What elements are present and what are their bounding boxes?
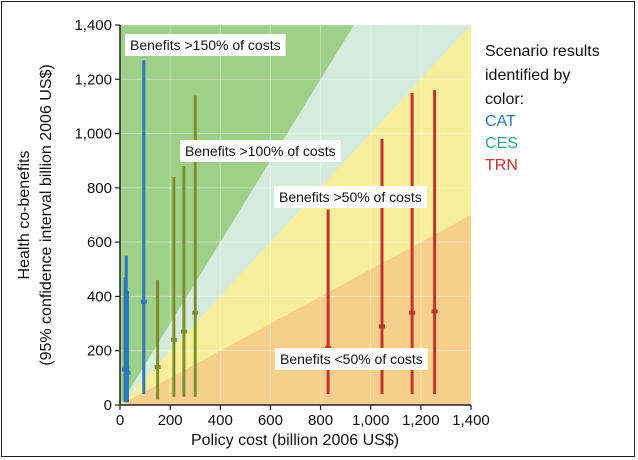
legend-title-line-2: identified by — [485, 67, 570, 84]
y-tick-label: 800 — [87, 180, 112, 197]
region-labels: Benefits >150% of costs Benefits >100% of… — [125, 34, 428, 370]
x-tick-label: 1,000 — [352, 412, 390, 429]
y-tick-label: 1,000 — [74, 126, 112, 143]
ci-mid-marker-cat — [124, 370, 131, 375]
y-tick-label: 200 — [87, 343, 112, 360]
legend-title-line-3: color: — [485, 91, 524, 108]
series-ces — [154, 95, 199, 400]
y-ticks: 0 200 400 600 800 1,000 1,200 1,400 — [74, 17, 120, 414]
x-tick-label: 200 — [158, 412, 183, 429]
y-tick-label: 1,200 — [74, 71, 112, 88]
x-tick-label: 1,400 — [452, 412, 490, 429]
axes — [119, 25, 471, 406]
legend-entry-cat: CAT — [485, 113, 516, 130]
region-label-gt150-text: Benefits >150% of costs — [130, 37, 281, 53]
region-label-gt50: Benefits >50% of costs — [274, 186, 427, 208]
x-tick-label: 800 — [308, 412, 333, 429]
region-label-gt50-box — [274, 186, 427, 208]
y-axis-title-line1: Health co-benefits — [16, 151, 33, 280]
region-label-lt50-text: Benefits <50% of costs — [280, 351, 423, 367]
x-tick-label: 1,200 — [402, 412, 440, 429]
ci-mid-marker-trn — [431, 309, 438, 314]
ci-mid-marker-ces — [154, 365, 161, 369]
region-label-gt100-text: Benefits >100% of costs — [185, 143, 336, 159]
x-axis-title: Policy cost (billion 2006 US$) — [191, 432, 399, 449]
y-tick-label: 1,400 — [74, 17, 112, 34]
legend-entry-ces: CES — [485, 135, 518, 152]
series-cat — [122, 60, 147, 403]
legend-entry-trn: TRN — [485, 157, 518, 174]
ci-mid-marker-ces — [180, 329, 187, 334]
region-label-lt50: Benefits <50% of costs — [275, 348, 428, 370]
x-tick-label: 600 — [258, 412, 283, 429]
y-axis-title-line2: (95% confidence interval billion 2006 US… — [38, 64, 55, 366]
region-gt150 — [120, 25, 354, 405]
legend: Scenario results identified by color: CA… — [485, 43, 600, 174]
region-label-gt100: Benefits >100% of costs — [180, 140, 341, 162]
y-tick-label: 400 — [87, 288, 112, 305]
ci-mid-marker-ces — [170, 337, 177, 342]
region-label-gt150-box — [125, 34, 286, 56]
y-tick-label: 0 — [104, 397, 112, 414]
y-tick-label: 600 — [87, 234, 112, 251]
ci-mid-marker-cat — [140, 299, 147, 304]
x-tick-label: 0 — [116, 412, 124, 429]
data-series — [122, 60, 438, 403]
x-tick-label: 400 — [208, 412, 233, 429]
region-label-gt50-text: Benefits >50% of costs — [279, 189, 422, 205]
legend-title-line-1: Scenario results — [485, 43, 600, 60]
ci-mid-marker-ces — [192, 310, 199, 315]
ci-mid-marker-trn — [378, 324, 385, 329]
x-ticks: 0 200 400 600 800 1,000 1,200 1,400 — [116, 405, 490, 429]
ci-mid-marker-trn — [409, 310, 416, 315]
region-label-gt150: Benefits >150% of costs — [125, 34, 286, 56]
region-label-gt100-box — [180, 140, 341, 162]
region-label-lt50-box — [275, 348, 428, 370]
